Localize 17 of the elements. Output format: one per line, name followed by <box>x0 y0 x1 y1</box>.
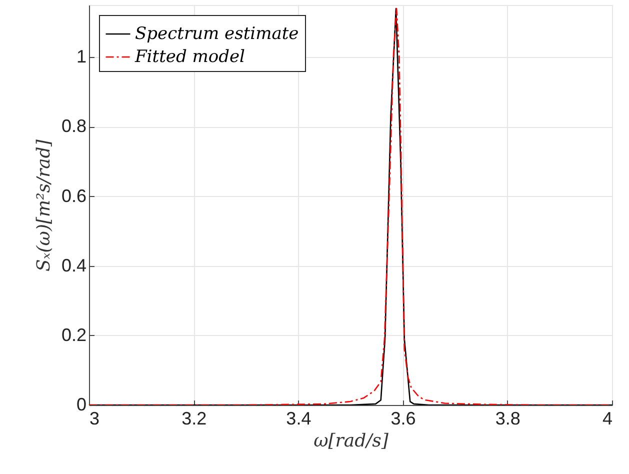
legend-label: Spectrum estimate <box>135 24 299 44</box>
y-tick-label: 0.2 <box>61 324 86 345</box>
y-axis-title: Sₓ(ω)[m²s/rad] <box>33 138 54 272</box>
x-tick-label: 3.4 <box>286 408 312 428</box>
x-tick-label: 3.2 <box>182 408 207 428</box>
y-tick-label: 0.4 <box>61 255 86 276</box>
x-tick-label: 4 <box>602 408 612 428</box>
line-series <box>89 8 612 405</box>
x-tick-label: 3 <box>90 408 100 428</box>
y-tick-label: 0.6 <box>61 186 86 206</box>
y-tick-label: 1 <box>76 46 86 67</box>
y-tick-label: 0 <box>76 394 86 414</box>
x-tick-label: 3.6 <box>390 408 416 428</box>
x-tick-label: 3.8 <box>495 408 520 428</box>
x-axis-title: ω[rad/s] <box>314 430 390 452</box>
legend-label: Fitted model <box>134 47 245 67</box>
y-tick-label: 0.8 <box>61 116 86 136</box>
